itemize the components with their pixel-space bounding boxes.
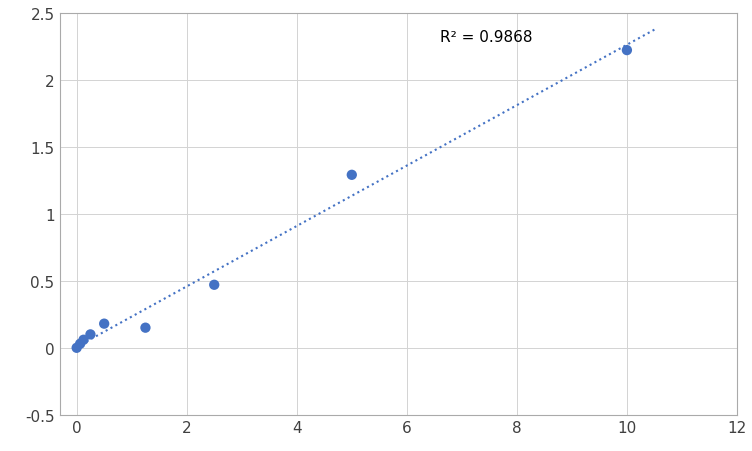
Text: R² = 0.9868: R² = 0.9868 [440, 30, 532, 45]
Point [71, 345, 83, 352]
Point [621, 47, 633, 55]
Point [84, 331, 96, 338]
Point [99, 320, 111, 327]
Point [208, 281, 220, 289]
Point [77, 336, 89, 344]
Point [74, 341, 86, 348]
Point [346, 172, 358, 179]
Point [139, 324, 151, 331]
